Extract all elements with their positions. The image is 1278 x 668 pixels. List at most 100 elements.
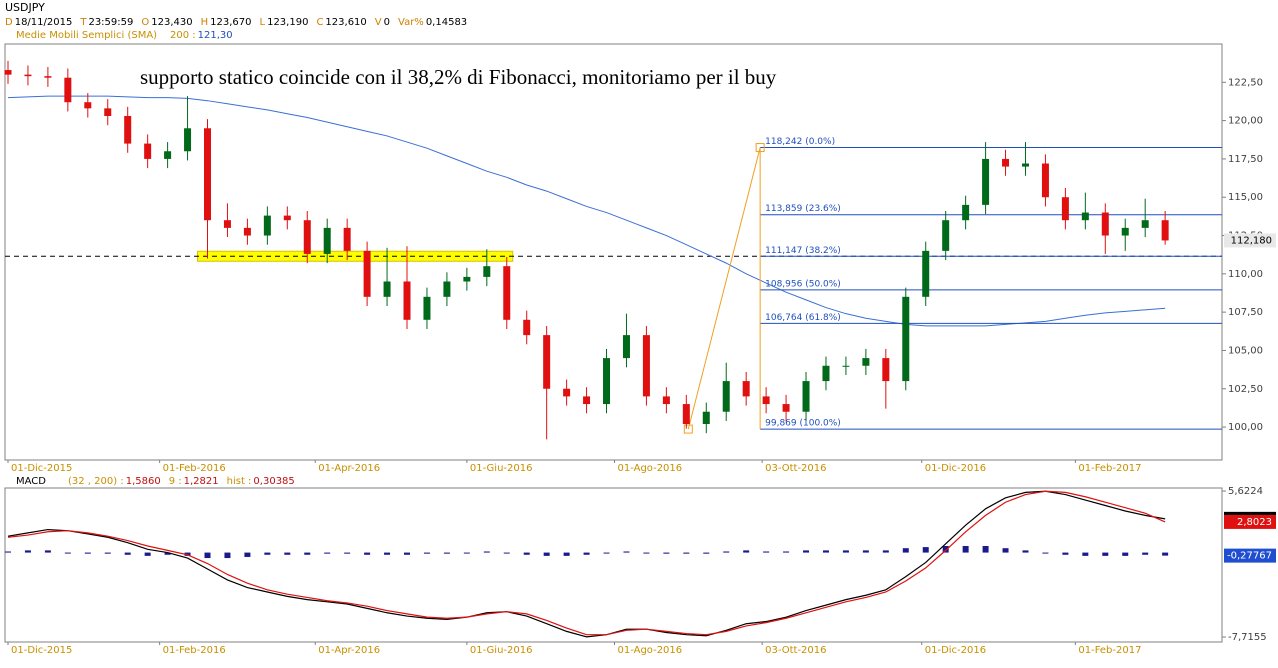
candle-body (243, 227, 251, 236)
x-tick-label: 01-Apr-2016 (318, 463, 380, 474)
x-tick-label: 03-Ott-2016 (765, 463, 826, 474)
hist-bar (304, 552, 311, 555)
candle-body (503, 266, 511, 320)
candle-body (662, 396, 670, 405)
hist-bar (503, 552, 510, 554)
candle-body (702, 411, 710, 424)
hist-bar (1082, 552, 1089, 556)
candle-body (1021, 163, 1029, 167)
hist-bar (1042, 552, 1049, 554)
hist-bar (942, 546, 949, 553)
candle-body (1081, 212, 1089, 221)
hist-bar (1002, 548, 1009, 553)
info-value: 18/11/2015 (15, 17, 73, 28)
candle-body (942, 220, 950, 251)
macd-line (7, 490, 1166, 636)
candle-body (24, 74, 32, 77)
y-tick-label: 100,00 (1228, 422, 1263, 433)
hist-bar (264, 552, 271, 555)
candle-body (443, 281, 451, 297)
hist-bar (663, 552, 670, 554)
macd-line (7, 490, 1166, 638)
x-tick-label: 01-Feb-2017 (1078, 645, 1141, 656)
hist-bar (982, 546, 989, 553)
symbol-title: USDJPY (5, 1, 45, 14)
fib-label: 111,147 (38.2%) (765, 246, 841, 256)
x-tick-label: 01-Feb-2016 (163, 463, 226, 474)
hist-bar (623, 551, 630, 553)
x-tick-label: 01-Dic-2016 (925, 645, 986, 656)
info-value: 1,2821 (184, 476, 219, 487)
hist-bar (164, 552, 171, 555)
hist-bar (284, 552, 291, 555)
candle-body (563, 388, 571, 397)
candle-body (104, 108, 112, 117)
value-tag-label: 2,8023 (1237, 517, 1272, 528)
hist-bar (144, 552, 151, 556)
info-row: 200 :121,30 (170, 30, 233, 41)
info-value: 123,430 (151, 17, 192, 28)
candle-body (882, 358, 890, 382)
candle-body (842, 365, 850, 367)
x-tick-label: 01-Feb-2017 (1078, 463, 1141, 474)
candle-body (303, 220, 311, 254)
candle-body (263, 215, 271, 236)
hist-bar (743, 550, 750, 553)
candle-body (1101, 212, 1109, 236)
x-tick-label: 01-Dic-2016 (925, 463, 986, 474)
candle-body (423, 296, 431, 320)
y-tick-label: 117,50 (1228, 154, 1263, 165)
hist-bar (24, 550, 31, 553)
candle-body (982, 158, 990, 205)
sma-line (7, 95, 1166, 327)
macd-panel (4, 487, 1223, 643)
hist-bar (443, 552, 450, 554)
value-tag-label: 112,180 (1231, 235, 1272, 246)
info-key: D (5, 17, 13, 28)
macd-title: MACD (16, 476, 46, 487)
candle-body (84, 102, 92, 109)
hist-bar (803, 550, 810, 553)
hist-bar (783, 551, 790, 553)
hist-bar (124, 552, 131, 555)
candle-body (283, 215, 291, 221)
hist-bar (1162, 552, 1169, 556)
info-value: 123,670 (210, 17, 251, 28)
candle-body (822, 365, 830, 382)
info-key: Var% (398, 17, 424, 28)
candle-body (902, 296, 910, 382)
candle-body (583, 396, 591, 405)
value-tag (1224, 233, 1276, 248)
info-key: O (141, 17, 149, 28)
candle-body (1041, 163, 1049, 198)
annotation: supporto statico coincide con il 38,2% d… (140, 65, 777, 89)
candle-body (862, 358, 870, 366)
hist-bar (324, 552, 331, 554)
info-key: (32 , 200) : (68, 476, 124, 487)
candle-body (223, 220, 231, 228)
hist-bar (523, 552, 530, 555)
y-tick-label: 115,00 (1228, 192, 1263, 203)
info-key: C (316, 17, 323, 28)
value-tag (1224, 514, 1276, 529)
fib-trend (687, 147, 761, 430)
candle-body (363, 250, 371, 297)
info-row: D 18/11/2015 T 23:59:59 O 123,430 H 123,670 L 123… (5, 17, 467, 28)
hist-bar (703, 552, 710, 554)
candle-body (742, 381, 750, 397)
hist-bar (543, 552, 550, 556)
info-key: T (79, 17, 87, 28)
hist-bar (1102, 552, 1109, 556)
hist-bar (862, 550, 869, 553)
hist-bar (423, 552, 430, 554)
info-value: 23:59:59 (88, 17, 133, 28)
candle-body (603, 358, 611, 405)
hist-bar (384, 552, 391, 555)
info-value: 123,190 (267, 17, 308, 28)
x-tick-label: 01-Feb-2016 (163, 645, 226, 656)
hist-bar (483, 551, 490, 553)
hist-bar (1142, 552, 1149, 555)
hist-bar (723, 551, 730, 553)
info-value: 0,14583 (426, 17, 467, 28)
